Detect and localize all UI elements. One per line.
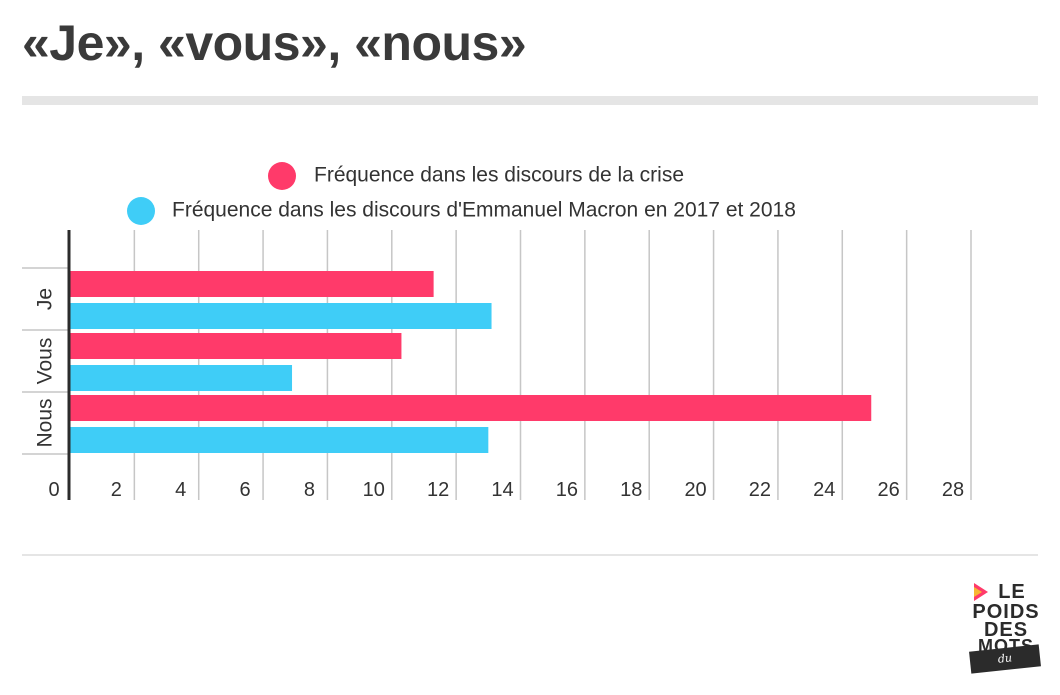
legend-label: Fréquence dans les discours de la crise [314,164,684,187]
legend-label: Fréquence dans les discours d'Emmanuel M… [172,199,796,222]
play-triangle-icon [974,583,988,601]
logo-text-le: LE [998,581,1026,603]
x-tick-label: 8 [304,479,315,501]
x-tick-label: 18 [620,479,642,501]
x-tick-label: 26 [878,479,900,501]
logo-text-des: DES [983,619,1029,641]
x-tick-label: 10 [363,479,385,501]
category-label: Je [34,288,57,310]
x-tick-label: 4 [175,479,186,501]
bar-vous-series-2 [70,365,293,391]
page-title: «Je», «vous», «nous» [22,15,527,71]
title-divider [22,96,1038,105]
legend-swatch [127,197,155,225]
x-tick-label: 12 [427,479,449,501]
logo-text-poids: POIDS [972,601,1040,623]
x-tick-label: 6 [240,479,251,501]
bar-je-series-1 [70,271,434,297]
x-tick-label: 0 [48,479,59,501]
x-tick-label: 28 [942,479,964,501]
x-tick-label: 14 [491,479,513,501]
x-tick-label: 20 [684,479,706,501]
bar-vous-series-1 [70,333,402,359]
bar-nous-series-1 [70,395,872,421]
le-poids-des-mots-logo: LE POIDS DES MOTS du président [968,581,1044,690]
category-label: Nous [34,398,57,447]
x-tick-label: 22 [749,479,771,501]
bar-nous-series-2 [70,427,489,453]
x-tick-label: 24 [813,479,835,501]
legend-swatch [268,162,296,190]
bottom-divider [22,554,1038,556]
bar-je-series-2 [70,303,492,329]
category-label: Vous [34,338,57,385]
x-tick-label: 16 [556,479,578,501]
x-tick-label: 2 [111,479,122,501]
